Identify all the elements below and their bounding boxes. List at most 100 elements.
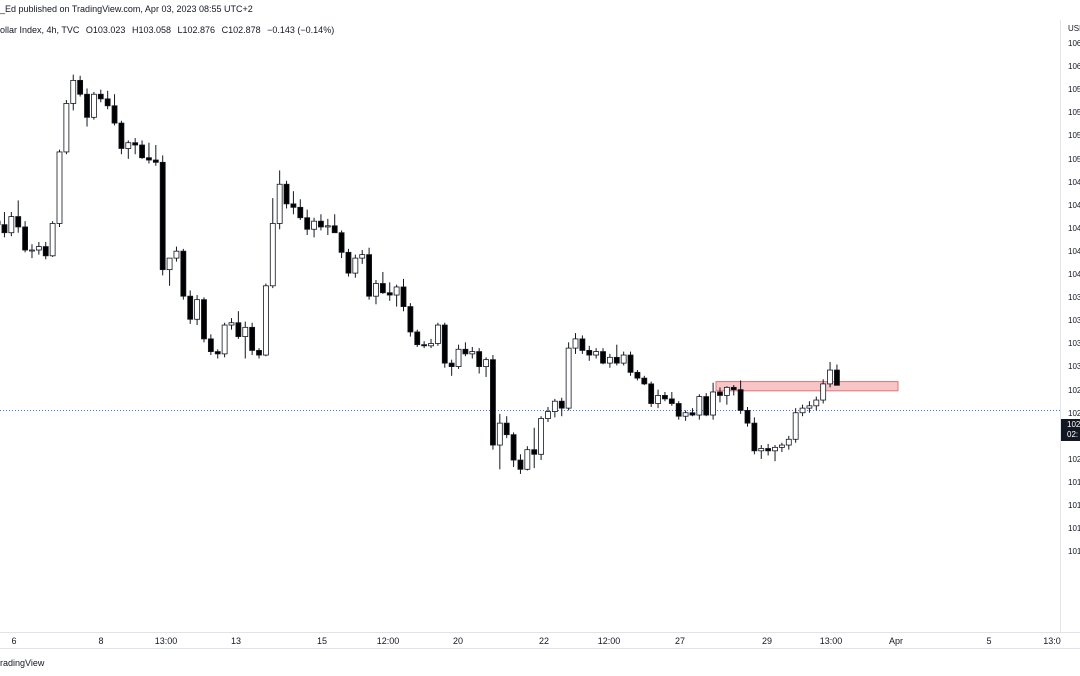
candle-body [394, 287, 399, 295]
axis-currency: USD [1068, 24, 1080, 33]
candle-body [662, 395, 667, 398]
time-tick-label: 13:00 [155, 636, 178, 646]
candle-body [649, 384, 654, 404]
candle-body [325, 226, 330, 227]
candle-body [140, 145, 145, 158]
candle-body [126, 143, 131, 149]
publish-header: _Ed published on TradingView.com, Apr 03… [0, 0, 1080, 20]
candle-body [594, 352, 599, 355]
time-tick-label: 5 [986, 636, 991, 646]
candle-body [828, 370, 833, 384]
candle-body [683, 413, 688, 416]
time-tick-label: 27 [675, 636, 685, 646]
price-tick-label: 106 [1068, 62, 1080, 71]
candle-body [339, 233, 344, 253]
candle-body [250, 327, 255, 350]
candle-body [759, 449, 764, 451]
candle-body [676, 404, 681, 417]
candle-body [456, 349, 461, 366]
last-price-countdown: 02: [1067, 430, 1080, 440]
candle-body [64, 103, 69, 151]
footer: radingView [0, 648, 1080, 676]
candle-body [2, 225, 7, 233]
candle-body [257, 350, 262, 355]
candle-body [23, 227, 28, 250]
candle-body [16, 217, 21, 227]
last-price-value: 102 [1067, 420, 1080, 430]
price-axis[interactable]: USD 106106105105105105104104104104104103… [1060, 20, 1080, 632]
candle-body [98, 94, 103, 99]
candle-body [71, 80, 76, 103]
tradingview-brand: radingView [0, 658, 44, 668]
price-tick-label: 104 [1068, 224, 1080, 233]
candle-body [284, 184, 289, 204]
price-tick-label: 103 [1068, 339, 1080, 348]
candle-body [291, 204, 296, 207]
candle-body [449, 363, 454, 366]
chart-pane[interactable] [0, 20, 1060, 632]
candle-body [635, 372, 640, 378]
candle-body [442, 325, 447, 363]
candle-body [57, 152, 62, 224]
candle-body [497, 423, 502, 445]
candle-body [552, 401, 557, 411]
candle-body [312, 221, 317, 229]
candle-body [105, 99, 110, 106]
candle-body [78, 80, 83, 94]
candle-body [511, 435, 516, 460]
candle-body [422, 345, 427, 346]
time-tick-label: 8 [98, 636, 103, 646]
candle-body [800, 408, 805, 413]
price-tick-label: 101 [1068, 501, 1080, 510]
candle-body [367, 255, 372, 297]
price-tick-label: 102 [1068, 409, 1080, 418]
candle-body [745, 410, 750, 423]
candle-body [188, 296, 193, 319]
candle-body [243, 327, 248, 336]
time-tick-label: 6 [11, 636, 16, 646]
candle-body [834, 370, 839, 385]
price-tick-label: 105 [1068, 108, 1080, 117]
candle-body [607, 357, 612, 363]
time-tick-label: 15 [317, 636, 327, 646]
candle-body [222, 325, 227, 354]
candle-body [133, 143, 138, 145]
candle-body [724, 387, 729, 395]
candle-body [490, 360, 495, 445]
price-tick-label: 103 [1068, 362, 1080, 371]
price-tick-label: 101 [1068, 547, 1080, 556]
price-tick-label: 104 [1068, 178, 1080, 187]
time-tick-label: 13:00 [820, 636, 843, 646]
time-tick-label: 13 [231, 636, 241, 646]
candle-body [353, 258, 358, 273]
candle-body [470, 352, 475, 354]
price-tick-label: 105 [1068, 155, 1080, 164]
candle-body [160, 162, 165, 269]
candle-body [704, 397, 709, 415]
candle-body [814, 400, 819, 406]
candle-body [614, 357, 619, 363]
candle-body [656, 395, 661, 403]
candlestick-chart[interactable] [0, 20, 1060, 632]
candle-body [621, 355, 626, 363]
candle-body [380, 283, 385, 292]
price-tick-label: 105 [1068, 85, 1080, 94]
time-tick-label: 13:0 [1043, 636, 1061, 646]
candle-body [539, 419, 544, 455]
price-tick-label: 104 [1068, 270, 1080, 279]
price-tick-label: 102 [1068, 455, 1080, 464]
candle-body [298, 207, 303, 217]
candle-body [91, 94, 96, 117]
candle-body [263, 286, 268, 355]
candle-body [318, 221, 323, 227]
candle-body [601, 352, 606, 364]
candle-body [305, 218, 310, 230]
price-tick-label: 103 [1068, 316, 1080, 325]
candle-body [766, 449, 771, 451]
candle-body [566, 348, 571, 408]
candle-body [208, 339, 213, 352]
time-tick-label: 22 [539, 636, 549, 646]
time-tick-label: 20 [453, 636, 463, 646]
candle-body [738, 390, 743, 411]
